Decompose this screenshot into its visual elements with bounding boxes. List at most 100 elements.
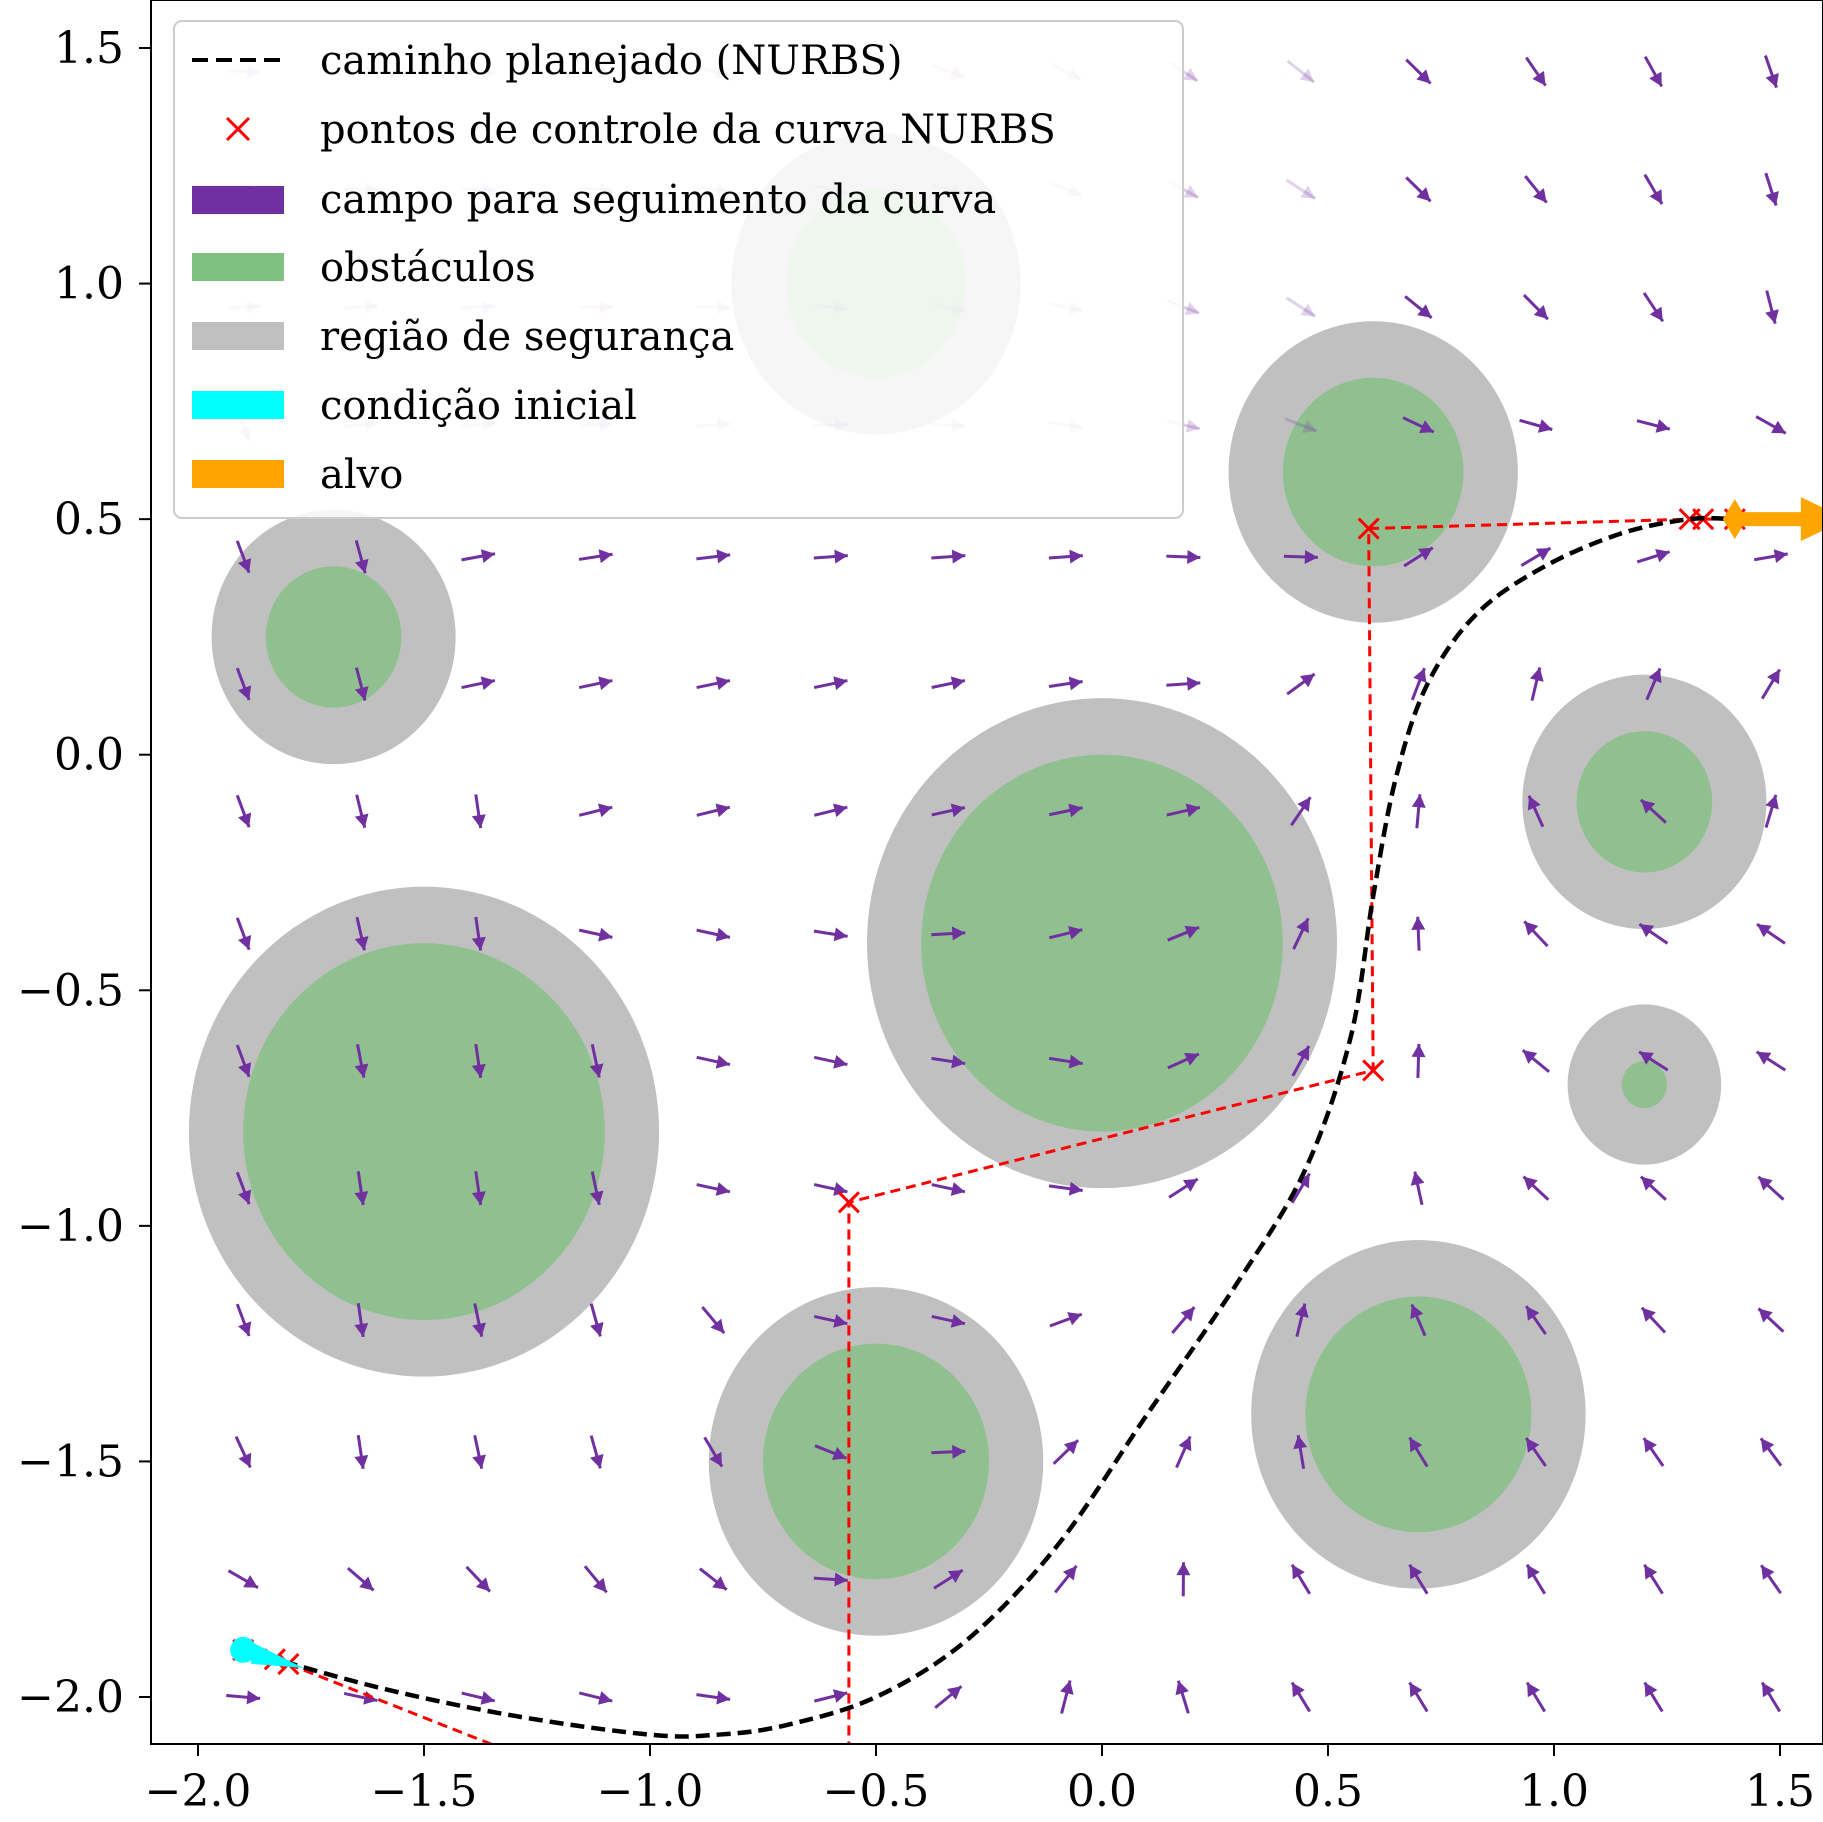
- field-arrow-10-1: [354, 1303, 369, 1338]
- control-point-6: [1357, 517, 1380, 540]
- field-arrow-4-4: [696, 549, 731, 564]
- initial-condition-arrow: [251, 1641, 304, 1668]
- field-arrow-6-13: [1764, 794, 1779, 828]
- field-arrow-3-12: [1636, 419, 1671, 433]
- legend-control-handle: [225, 116, 251, 142]
- field-arrow-3-11: [1519, 418, 1553, 433]
- field-arrow-0-11: [1525, 56, 1547, 87]
- control-point-4: [837, 1191, 860, 1214]
- field-arrow-5-2: [461, 676, 496, 691]
- field-arrow-12-7: [1054, 1565, 1078, 1594]
- field-arrow-2-9: [1285, 296, 1316, 318]
- planned-path: [242, 515, 1735, 1739]
- field-arrow-13-2: [461, 1691, 496, 1705]
- legend-label-obstacles: obstáculos: [320, 245, 536, 291]
- field-arrow-4-5: [813, 549, 848, 564]
- legend-label-initial: condição inicial: [320, 383, 637, 429]
- initial-condition-marker: [230, 1636, 257, 1663]
- field-arrow-8-2: [471, 1043, 486, 1078]
- field-arrow-4-8: [1166, 550, 1201, 564]
- field-arrow-0-10: [1405, 58, 1432, 85]
- field-arrow-7-7: [1048, 925, 1083, 940]
- field-arrow-4-1: [354, 540, 369, 574]
- field-arrow-11-0: [234, 1435, 252, 1469]
- field-arrow-5-11: [1530, 667, 1544, 701]
- axes-layer: −2.0 −1.5 −1.0 −0.5 0.0 0.5 1.0 1.5 1.5 1.0 0.5 0.0…: [17, 23, 1815, 1817]
- obstacles-layer: [188, 132, 1767, 1636]
- legend-label-control-points: pontos de controle da curva NURBS: [320, 107, 1056, 153]
- field-arrow-10-3: [589, 1303, 604, 1337]
- field-arrow-1-12: [1643, 173, 1664, 205]
- obstacle-6: [1621, 1060, 1667, 1109]
- field-arrow-8-0: [235, 1044, 252, 1078]
- field-arrow-11-9: [1293, 1434, 1308, 1470]
- field-arrow-12-9: [1290, 1563, 1311, 1595]
- y-tick-label-4: −0.5: [17, 965, 124, 1016]
- field-arrow-9-9: [1290, 1172, 1311, 1204]
- field-arrow-11-12: [1642, 1437, 1665, 1467]
- field-arrow-8-4: [696, 1054, 731, 1069]
- field-arrow-7-6: [931, 926, 966, 941]
- field-arrow-8-5: [813, 1054, 848, 1069]
- field-arrow-1-10: [1405, 176, 1432, 203]
- field-arrow-10-9: [1295, 1303, 1309, 1337]
- field-arrow-13-13: [1760, 1681, 1782, 1713]
- field-arrow-4-13: [1753, 549, 1788, 564]
- legend-target-patch: [192, 460, 284, 488]
- field-arrow-3-10: [1402, 416, 1435, 434]
- field-arrow-7-2: [471, 916, 486, 951]
- field-arrow-10-6: [931, 1314, 966, 1328]
- y-tick-label-0: 1.5: [54, 23, 124, 74]
- x-tick-label-3: −0.5: [823, 1766, 930, 1817]
- x-tick-label-5: 0.5: [1293, 1766, 1363, 1817]
- field-arrow-8-1: [354, 1043, 369, 1078]
- obstacle-5: [243, 943, 605, 1321]
- field-arrow-8-9: [1291, 1045, 1311, 1077]
- field-arrow-0-9: [1286, 59, 1316, 84]
- field-arrow-7-12: [1638, 922, 1669, 945]
- field-arrow-13-12: [1643, 1681, 1664, 1713]
- field-arrow-11-11: [1524, 1437, 1547, 1467]
- field-arrow-5-12: [1645, 667, 1662, 701]
- field-arrow-8-11: [1521, 1049, 1551, 1073]
- field-arrow-10-0: [235, 1303, 252, 1337]
- field-arrow-5-3: [578, 676, 613, 691]
- field-arrow-5-4: [696, 676, 731, 691]
- field-arrow-4-3: [578, 549, 613, 564]
- field-arrow-13-7: [1060, 1680, 1074, 1714]
- field-arrow-9-4: [696, 1182, 731, 1196]
- field-arrow-11-10: [1408, 1436, 1429, 1468]
- x-tick-label-7: 1.5: [1745, 1766, 1815, 1817]
- field-arrow-7-5: [813, 927, 848, 942]
- field-arrow-2-10: [1404, 295, 1433, 319]
- obstacle-2: [1282, 377, 1464, 567]
- field-arrow-6-9: [1290, 796, 1312, 827]
- field-arrow-2-13: [1765, 290, 1779, 324]
- field-arrow-7-11: [1523, 920, 1549, 948]
- field-arrow-13-6: [934, 1685, 963, 1709]
- field-arrow-9-11: [1522, 1175, 1550, 1201]
- field-arrow-6-11: [1527, 795, 1545, 828]
- field-arrow-4-2: [461, 549, 496, 563]
- field-arrow-9-1: [354, 1171, 369, 1206]
- field-arrow-5-8: [1166, 676, 1201, 691]
- field-arrow-6-12: [1639, 798, 1667, 824]
- field-arrow-13-3: [578, 1691, 613, 1705]
- x-tick-label-0: −2.0: [145, 1766, 252, 1817]
- field-arrow-9-0: [235, 1171, 252, 1205]
- field-arrow-0-12: [1643, 55, 1663, 88]
- field-arrow-4-6: [931, 549, 966, 564]
- field-arrow-7-8: [1167, 925, 1200, 942]
- field-arrow-5-1: [354, 667, 369, 701]
- field-arrow-10-5: [813, 1314, 848, 1328]
- field-arrow-12-0: [227, 1569, 259, 1590]
- legend-obstacle-patch: [192, 253, 284, 281]
- field-arrow-6-7: [1048, 803, 1083, 818]
- y-tick-label-7: −2.0: [17, 1672, 124, 1723]
- field-arrow-10-4: [701, 1306, 726, 1335]
- field-arrow-13-11: [1525, 1681, 1547, 1713]
- field-arrow-7-9: [1292, 917, 1310, 950]
- field-arrow-6-5: [813, 803, 848, 818]
- field-arrow-8-8: [1167, 1052, 1200, 1070]
- field-arrow-8-6: [931, 1054, 966, 1069]
